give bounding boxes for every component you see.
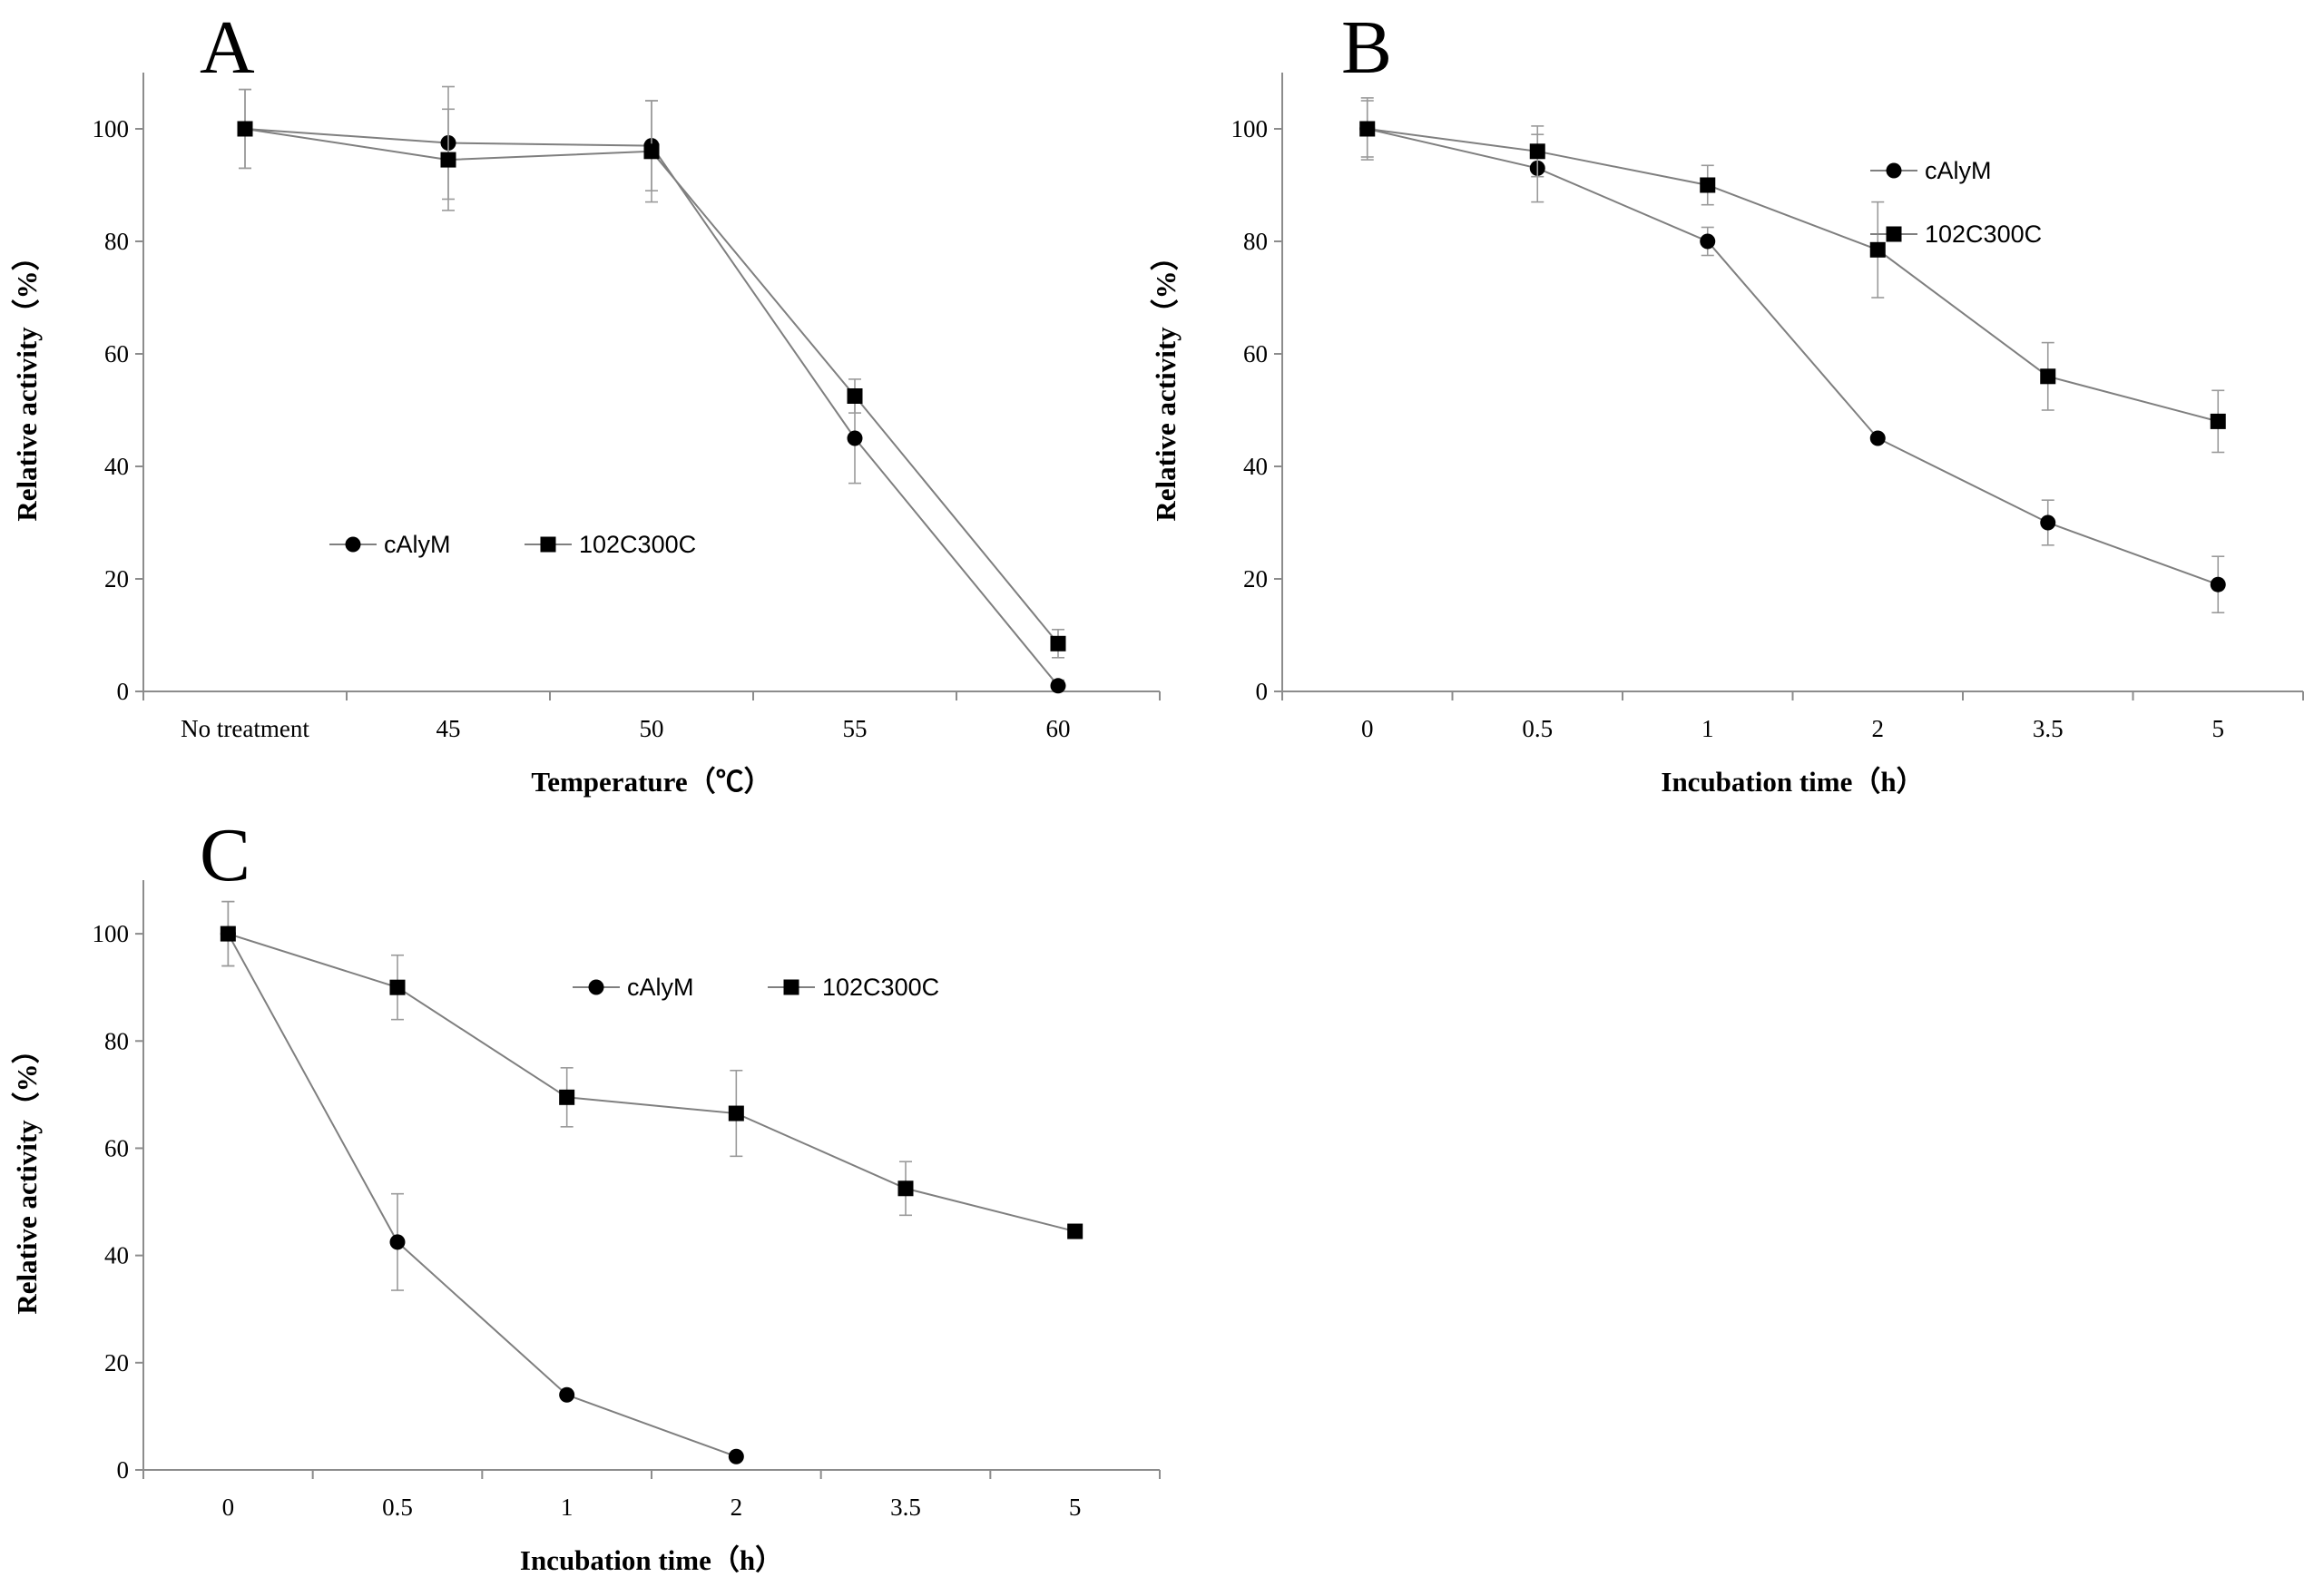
- data-point: [728, 1105, 744, 1122]
- legend-marker: [588, 979, 604, 995]
- y-tick-label: 60: [104, 340, 129, 367]
- y-tick-label: 40: [104, 1242, 129, 1269]
- y-axis-title: Relative activity（%）: [11, 1035, 43, 1314]
- legend-label: cAlyM: [1925, 157, 1992, 184]
- data-point: [1700, 177, 1716, 193]
- panel-c-chart: 0 20 40 60 80 100 0 0.5 1 2 3.5 5 Incubation time（h）…: [11, 880, 1161, 1576]
- legend-marker: [540, 536, 556, 553]
- series-line: [244, 128, 1059, 687]
- x-tick-label: No treatment: [181, 715, 309, 742]
- y-tick-label: 0: [117, 1456, 130, 1484]
- data-point: [1050, 635, 1066, 651]
- y-tick-label: 80: [104, 228, 129, 255]
- x-tick-label: 55: [843, 715, 868, 742]
- series-line: [1367, 128, 2219, 586]
- x-tick-label: 2: [731, 1494, 743, 1521]
- data-point: [1869, 241, 1886, 258]
- data-point: [237, 121, 253, 137]
- x-tick-label: 1: [1701, 715, 1714, 742]
- x-tick-label: 0: [1361, 715, 1374, 742]
- data-point: [559, 1089, 575, 1105]
- y-tick-label: 20: [1243, 565, 1268, 593]
- data-point: [389, 979, 406, 995]
- x-tick-label: 5: [1069, 1494, 1082, 1521]
- y-tick-label: 0: [117, 678, 130, 705]
- data-point: [643, 143, 660, 160]
- x-tick-label: 45: [436, 715, 461, 742]
- x-tick-label: 50: [640, 715, 664, 742]
- x-axis-title: Temperature（℃）: [531, 766, 771, 798]
- data-point: [2210, 576, 2226, 593]
- y-tick-label: 0: [1256, 678, 1269, 705]
- data-point: [1067, 1223, 1084, 1239]
- data-point: [1050, 678, 1066, 694]
- data-point: [2040, 514, 2056, 531]
- series-line: [244, 128, 1059, 644]
- data-point: [559, 1386, 575, 1403]
- y-axis-title: Relative activity（%）: [11, 242, 43, 521]
- legend-marker: [1886, 162, 1902, 179]
- data-point: [847, 430, 863, 446]
- y-tick-label: 20: [104, 565, 129, 593]
- legend-label: 102C300C: [1925, 220, 2042, 248]
- panel-letter-a: A: [200, 5, 255, 90]
- x-axis-title: Incubation time（h）: [1661, 766, 1924, 798]
- data-point: [897, 1180, 914, 1197]
- data-point: [1869, 430, 1886, 446]
- y-tick-label: 40: [104, 453, 129, 480]
- panel-a-chart: 0 20 40 60 80 100 No treatment 45 50 55 60 Temperat…: [11, 73, 1161, 798]
- x-tick-label: 0.5: [1522, 715, 1553, 742]
- y-tick-label: 100: [93, 920, 130, 947]
- x-axis-title: Incubation time（h）: [520, 1544, 783, 1576]
- x-tick-label: 60: [1046, 715, 1071, 742]
- x-tick-label: 5: [2212, 715, 2225, 742]
- panel-letter-b: B: [1341, 5, 1392, 90]
- data-point: [389, 1234, 406, 1250]
- y-tick-label: 80: [104, 1027, 129, 1054]
- legend-label: cAlyM: [384, 531, 451, 558]
- y-tick-label: 40: [1243, 453, 1268, 480]
- legend-label: 102C300C: [579, 531, 696, 558]
- x-tick-label: 3.5: [890, 1494, 921, 1521]
- data-point: [728, 1448, 744, 1464]
- x-tick-label: 1: [561, 1494, 574, 1521]
- x-tick-label: 0.5: [382, 1494, 413, 1521]
- y-tick-label: 80: [1243, 228, 1268, 255]
- legend-label: 102C300C: [822, 974, 939, 1001]
- series-line: [228, 933, 1075, 1233]
- y-tick-label: 100: [93, 115, 130, 142]
- data-point: [220, 926, 236, 942]
- series-line: [1367, 128, 2219, 423]
- y-tick-label: 20: [104, 1349, 129, 1376]
- y-axis-title: Relative activity（%）: [1150, 242, 1182, 521]
- panel-letter-c: C: [200, 813, 250, 897]
- legend-marker: [1886, 226, 1902, 242]
- data-point: [1529, 143, 1545, 160]
- panel-b-chart: 0 20 40 60 80 100 0 0.5 1 2 3.5 5 Incubation time（h）…: [1150, 73, 2304, 798]
- data-point: [1700, 233, 1716, 250]
- x-tick-label: 0: [222, 1494, 235, 1521]
- data-point: [2040, 368, 2056, 385]
- legend-marker: [345, 536, 361, 553]
- data-point: [2210, 413, 2226, 429]
- y-tick-label: 60: [104, 1134, 129, 1161]
- data-point: [1359, 121, 1376, 137]
- legend-label: cAlyM: [627, 974, 694, 1001]
- x-tick-label: 3.5: [2033, 715, 2064, 742]
- data-point: [440, 152, 456, 168]
- y-tick-label: 60: [1243, 340, 1268, 367]
- data-point: [847, 388, 863, 404]
- series-line: [227, 933, 737, 1458]
- legend-marker: [783, 979, 799, 995]
- x-tick-label: 2: [1872, 715, 1885, 742]
- y-tick-label: 100: [1231, 115, 1269, 142]
